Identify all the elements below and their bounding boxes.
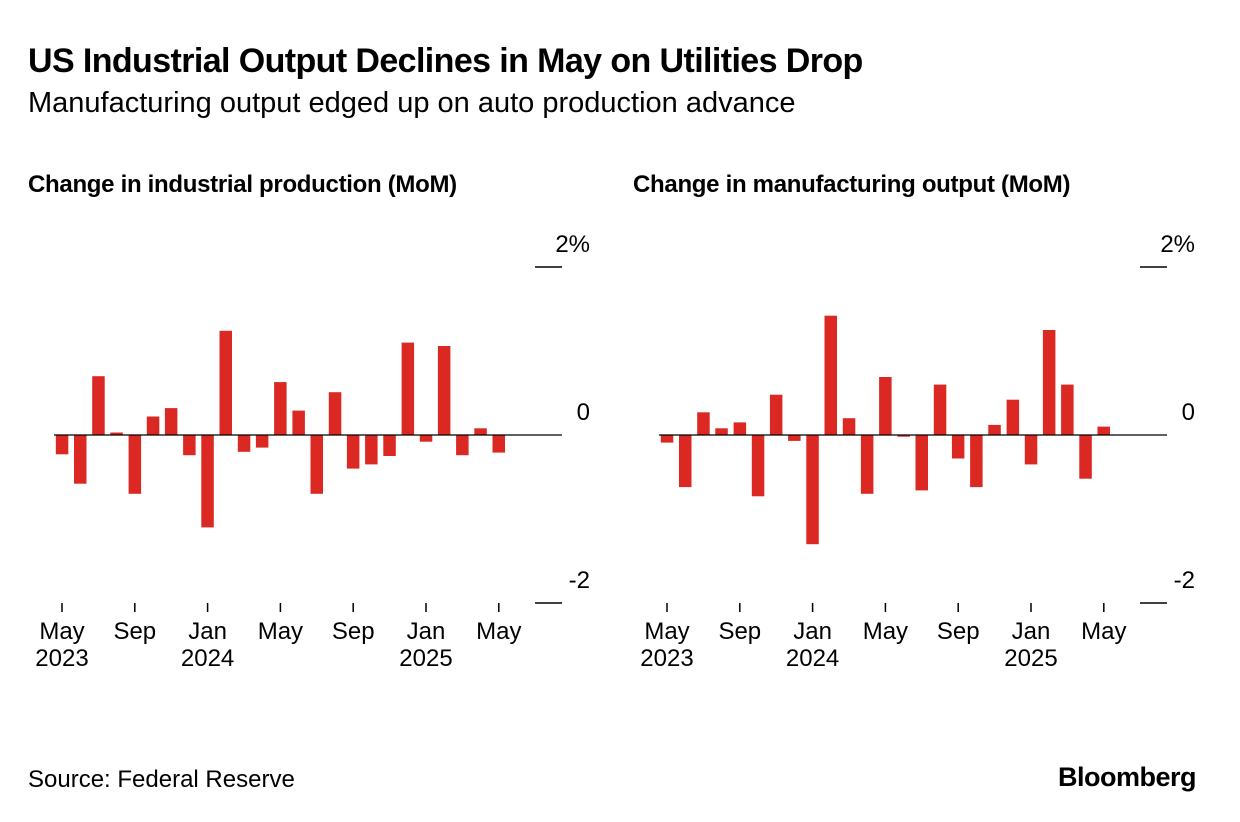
bar [219,330,232,435]
bar [697,412,710,435]
y-tick-label: 2% [555,231,590,258]
bar [1097,426,1110,435]
x-tick-label: May [644,618,689,645]
y-tick-label: 0 [1182,399,1195,426]
bar [933,384,947,435]
bar [74,435,87,484]
industrial-production-panel-title: Change in industrial production (MoM) [28,171,457,198]
x-tick-year-label: 2023 [640,645,693,672]
bar [55,435,69,455]
bar [365,435,378,465]
bar [383,435,396,456]
x-tick-label: May [863,618,908,645]
y-tick-label: 0 [577,399,590,426]
bar [879,377,892,435]
bar [164,408,178,435]
x-tick-label: Jan [793,618,832,645]
bar [474,428,487,435]
bar [274,382,287,435]
bar [951,435,965,459]
bar [788,435,801,441]
bar [842,418,856,435]
chart-subtitle: Manufacturing output edged up on auto pr… [28,87,796,119]
bar [1042,330,1056,435]
y-tick-label: -2 [569,567,590,594]
bar [860,435,874,494]
bar [715,428,728,435]
bar [183,435,196,456]
bar [92,376,105,435]
bar [255,435,269,448]
x-tick-label: Jan [1012,618,1051,645]
bar [419,435,433,442]
bar [292,410,305,435]
x-tick-label: Sep [332,618,375,645]
bar [437,346,451,435]
bar [201,435,214,528]
bar [897,435,910,437]
x-tick-year-label: 2025 [399,645,452,672]
bar [751,435,765,497]
bar [492,435,505,453]
bar [1006,399,1020,435]
x-tick-year-label: 2024 [181,645,234,672]
bar [328,392,342,435]
bar [824,315,837,435]
bar [915,435,928,491]
x-tick-label: May [476,618,521,645]
bar [1024,435,1038,465]
x-tick-year-label: 2025 [1004,645,1057,672]
bar [456,435,469,456]
x-tick-label: Jan [188,618,227,645]
x-tick-label: May [39,618,84,645]
bar [110,432,123,435]
chart-title: US Industrial Output Declines in May on … [28,42,863,80]
bar [401,342,415,435]
x-tick-label: Sep [718,618,761,645]
bar [679,435,692,488]
bar [237,435,251,452]
manufacturing-output-panel-title: Change in manufacturing output (MoM) [633,171,1071,198]
x-tick-year-label: 2023 [35,645,88,672]
x-tick-year-label: 2024 [786,645,839,672]
bar [660,435,674,443]
bar [1061,384,1074,435]
bar [988,424,1001,435]
bar [769,394,783,435]
x-tick-label: Jan [407,618,446,645]
y-tick-label: 2% [1160,231,1195,258]
bar [733,422,747,435]
x-tick-label: Sep [113,618,156,645]
bar [128,435,142,494]
x-tick-label: May [258,618,303,645]
bloomberg-logo: Bloomberg [1058,762,1197,792]
bar [146,416,160,435]
y-tick-label: -2 [1174,567,1195,594]
bar [806,435,819,545]
bar [346,435,360,469]
bar [970,435,983,488]
source-note: Source: Federal Reserve [28,766,295,793]
x-tick-label: May [1081,618,1126,645]
bar [1079,435,1092,479]
x-tick-label: Sep [937,618,980,645]
bar [310,435,323,494]
